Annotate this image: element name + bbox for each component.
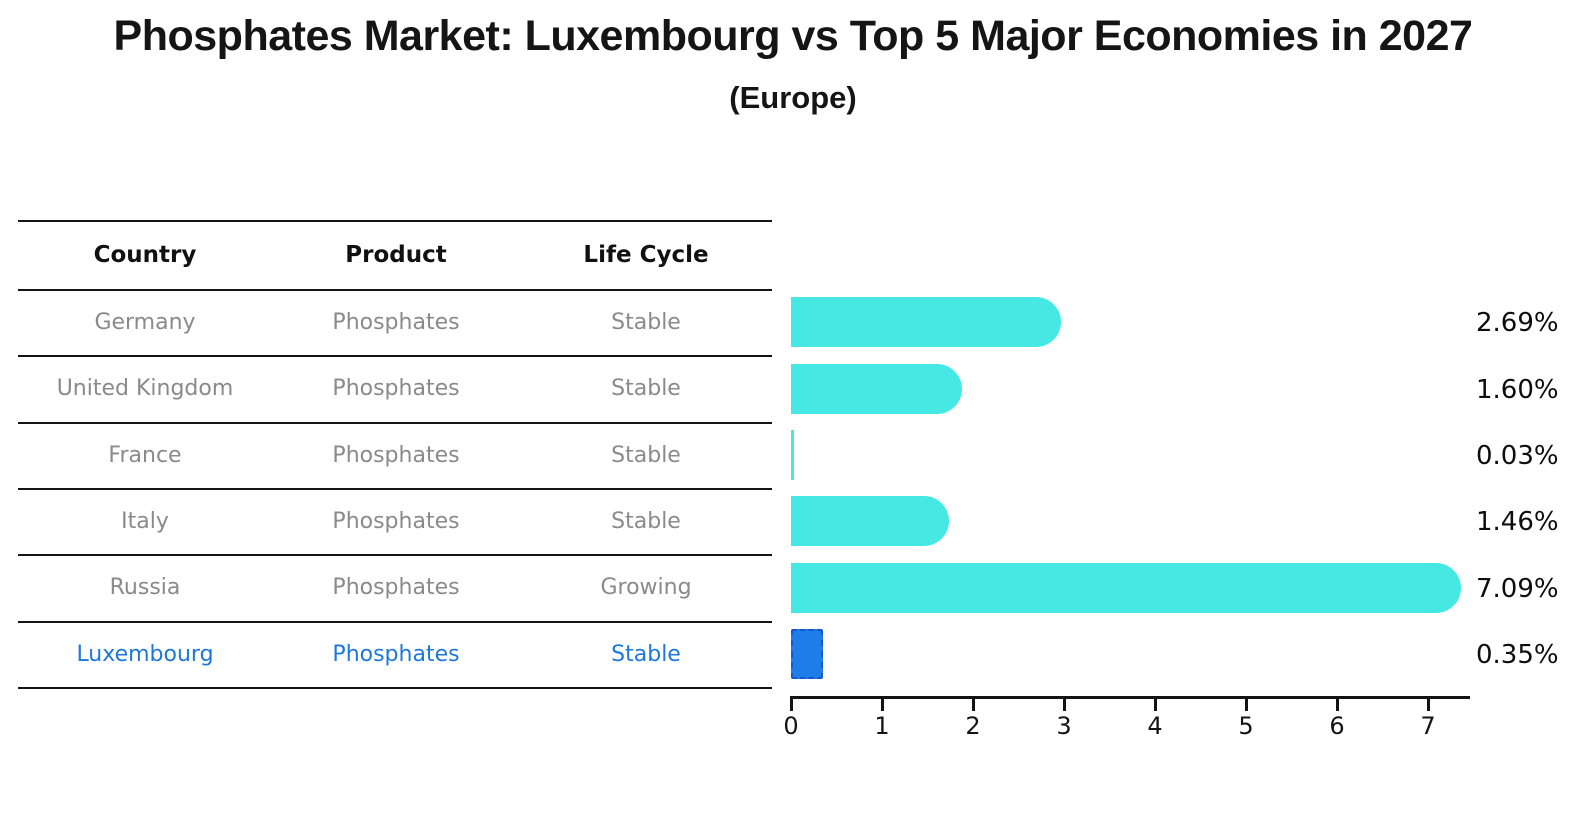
- col-header-country: Country: [93, 242, 197, 268]
- bar-united-kingdom: [791, 363, 962, 414]
- value-label-united-kingdom: 1.60%: [1476, 374, 1559, 405]
- cell-life_cycle: Growing: [600, 575, 692, 601]
- cell-life_cycle: Stable: [611, 376, 681, 402]
- value-label-germany: 2.69%: [1476, 308, 1559, 339]
- col-header-product: Product: [345, 242, 447, 268]
- cell-product: Phosphates: [332, 575, 460, 601]
- cell-country: United Kingdom: [56, 376, 234, 402]
- x-tick-label-0: 0: [783, 712, 799, 740]
- x-tick-mark-4: [1153, 695, 1157, 711]
- x-tick-mark-7: [1426, 695, 1430, 711]
- x-tick-mark-6: [1335, 695, 1339, 711]
- x-tick-mark-5: [1244, 695, 1248, 711]
- table-header-row: Country Product Life Cycle: [18, 222, 772, 291]
- cell-product: Phosphates: [332, 376, 460, 402]
- table-row-russia: Russia Phosphates Growing: [18, 556, 772, 623]
- cell-country: Germany: [94, 310, 196, 335]
- cell-product: Phosphates: [332, 641, 460, 667]
- value-label-luxembourg: 0.35%: [1476, 639, 1559, 670]
- col-header-life-cycle: Life Cycle: [583, 242, 709, 268]
- data-table: Country Product Life Cycle Germany Phosph…: [18, 220, 772, 689]
- x-tick-label-1: 1: [874, 712, 890, 740]
- chart-title: Phosphates Market: Luxembourg vs Top 5 M…: [113, 12, 1473, 60]
- table-row-italy: Italy Phosphates Stable: [18, 490, 772, 557]
- x-tick-mark-3: [1062, 695, 1066, 711]
- cell-life_cycle: Stable: [611, 442, 681, 468]
- cell-product: Phosphates: [332, 508, 460, 534]
- x-tick-label-6: 6: [1329, 712, 1345, 740]
- table-row-germany: Germany Phosphates Stable: [18, 291, 772, 358]
- x-tick-label-3: 3: [1056, 712, 1072, 740]
- x-tick-mark-1: [880, 695, 884, 711]
- bar-luxembourg: [791, 628, 823, 679]
- cell-product: Phosphates: [332, 310, 460, 335]
- cell-product: Phosphates: [332, 442, 460, 468]
- chart-subtitle: (Europe): [729, 80, 857, 115]
- cell-life_cycle: Stable: [611, 641, 681, 667]
- cell-country: Luxembourg: [76, 641, 214, 667]
- bar-france: [791, 429, 794, 480]
- cell-life_cycle: Stable: [611, 310, 681, 335]
- x-axis-line: [791, 695, 1470, 699]
- table-row-luxembourg: Luxembourg Phosphates Stable: [18, 623, 772, 689]
- cell-country: Italy: [121, 508, 169, 534]
- bar-italy: [791, 496, 949, 547]
- value-label-france: 0.03%: [1476, 440, 1559, 471]
- x-tick-label-7: 7: [1420, 712, 1436, 740]
- table-row-france: France Phosphates Stable: [18, 424, 772, 490]
- cell-country: Russia: [109, 575, 181, 601]
- x-tick-label-2: 2: [965, 712, 981, 740]
- bar-germany: [791, 297, 1061, 348]
- value-label-italy: 1.46%: [1476, 507, 1559, 538]
- table-row-united-kingdom: United Kingdom Phosphates Stable: [18, 357, 772, 424]
- value-label-russia: 7.09%: [1476, 573, 1559, 604]
- cell-life_cycle: Stable: [611, 508, 681, 534]
- x-tick-label-5: 5: [1238, 712, 1254, 740]
- table-body: Germany Phosphates Stable United Kingdom Pho…: [18, 291, 772, 689]
- x-tick-mark-0: [789, 695, 793, 711]
- x-tick-mark-2: [971, 695, 975, 711]
- cell-country: France: [108, 442, 182, 468]
- bar-russia: [791, 562, 1462, 613]
- x-tick-label-4: 4: [1147, 712, 1163, 740]
